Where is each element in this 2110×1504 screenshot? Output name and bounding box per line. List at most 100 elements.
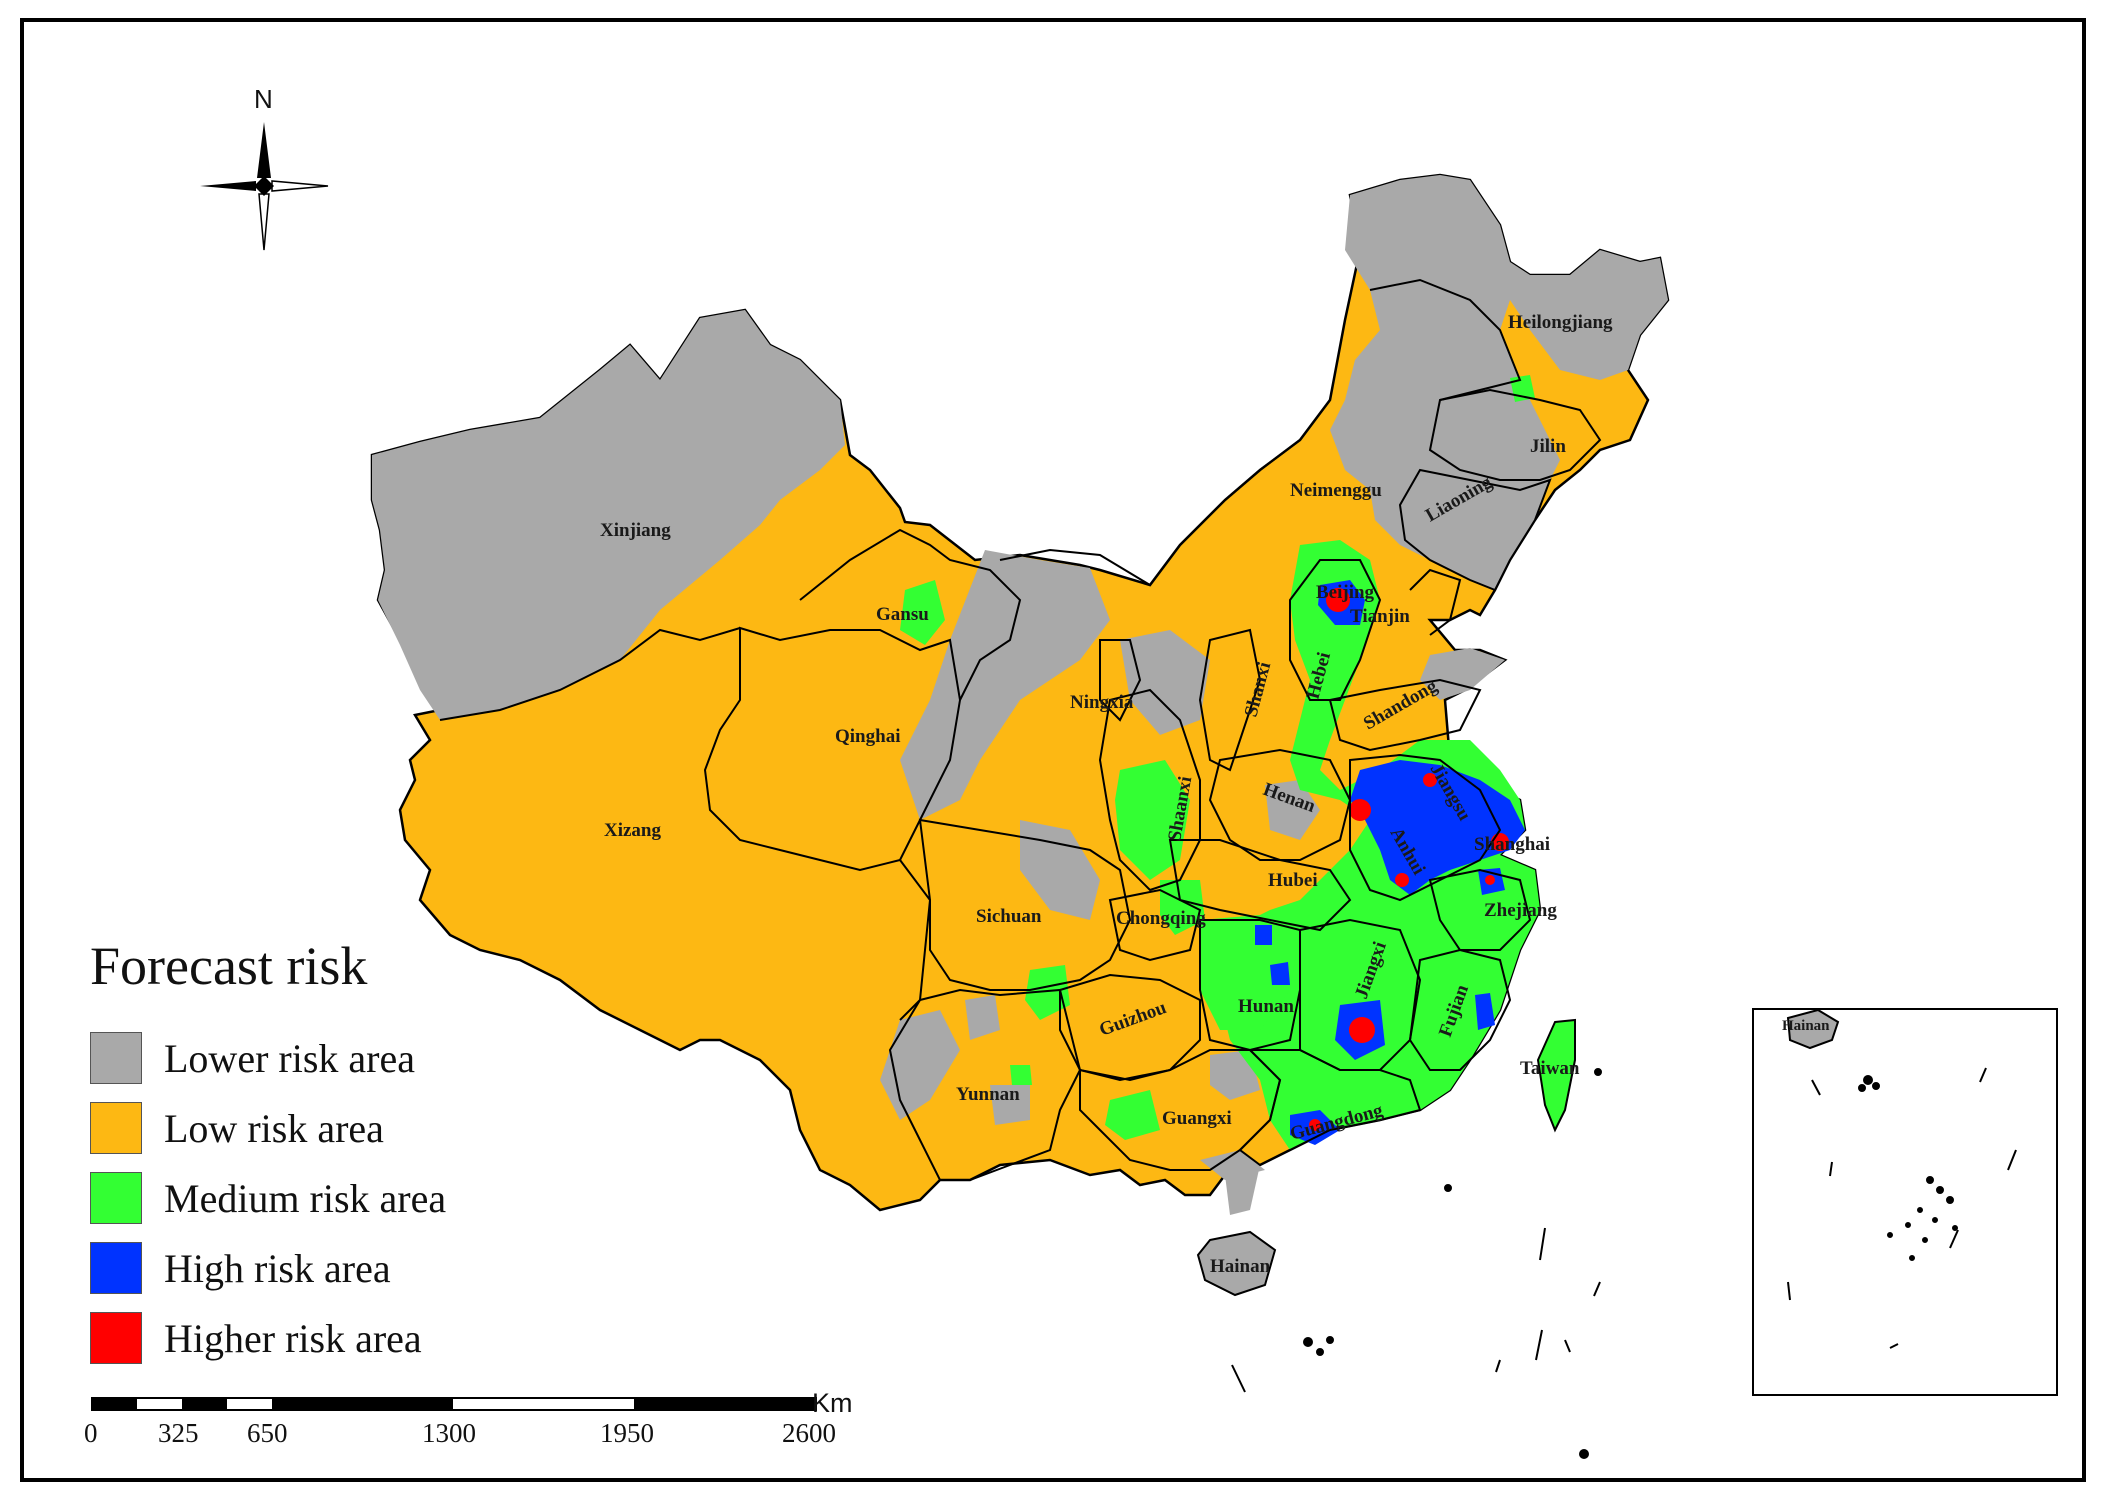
south-china-sea-inset: [1752, 1008, 2058, 1396]
label-shanghai: Shanghai: [1474, 834, 1550, 855]
yunnan-lower-2: [990, 1085, 1030, 1125]
island-line-3: [1535, 1329, 1543, 1361]
henan-lower: [1265, 780, 1320, 840]
scale-tick-2600: 2600: [782, 1418, 836, 1448]
hunan-medium: [1200, 915, 1300, 1030]
inset-dot-2: [1872, 1082, 1880, 1090]
label-hunan: Hunan: [1238, 996, 1294, 1017]
hebei-border: [1289, 559, 1382, 701]
legend-swatch-high: [90, 1242, 142, 1294]
scale-bar: [91, 1397, 817, 1411]
scale-seg-2: [182, 1398, 227, 1410]
legend-label-high: High risk area: [164, 1245, 391, 1291]
south-sea-islands: [1231, 1068, 1602, 1459]
compass-center: [254, 176, 274, 196]
lower-risk-areas: [372, 175, 1668, 1297]
shaanxi-lower: [1120, 630, 1210, 735]
inset-cluster-5: [1905, 1222, 1911, 1228]
label-gansu: Gansu: [876, 604, 929, 625]
scale-tick-0: 0: [84, 1418, 98, 1448]
gansu-medium: [900, 580, 945, 645]
island-dot-6: [1594, 1068, 1602, 1076]
scale-unit: Km: [812, 1388, 853, 1418]
inset-line-4: [1829, 1161, 1833, 1177]
guangxi-medium: [1105, 1090, 1160, 1140]
inset-cluster-4: [1917, 1207, 1923, 1213]
leizhou-lower: [1225, 1165, 1260, 1215]
north-arrow-icon: [200, 122, 329, 251]
sichuan-medium: [1025, 965, 1070, 1020]
hunan-high: [1255, 925, 1272, 945]
north-label: N: [254, 84, 273, 114]
inset-contents: Hainan: [1782, 1008, 2017, 1349]
fujian-border: [1408, 948, 1512, 1071]
anhui-higher: [1395, 873, 1409, 887]
nanjing-higher: [1423, 773, 1437, 787]
scale-seg-3: [272, 1398, 453, 1410]
island-dot-4: [1444, 1184, 1452, 1192]
neimenggu-border: [999, 399, 1331, 587]
label-taiwan: Taiwan: [1520, 1058, 1580, 1079]
compass-west-point: [200, 181, 256, 191]
label-zhejiang: Zhejiang: [1484, 900, 1557, 921]
inset-dot-1: [1863, 1075, 1873, 1085]
island-dot-5: [1579, 1449, 1589, 1459]
label-sichuan: Sichuan: [976, 906, 1042, 927]
label-beijing: Beijing: [1316, 582, 1375, 603]
legend-item-medium: Medium risk area: [90, 1170, 446, 1226]
inset-cluster-1: [1926, 1176, 1934, 1184]
island-line-1: [1231, 1364, 1246, 1393]
label-xizang: Xizang: [604, 820, 662, 841]
island-dot-2: [1316, 1348, 1324, 1356]
legend-label-higher: Higher risk area: [164, 1315, 422, 1361]
gansu-border: [799, 528, 1022, 701]
inset-cluster-10: [1909, 1255, 1915, 1261]
guizhou-border: [1059, 973, 1201, 1082]
label-jilin: Jilin: [1530, 436, 1566, 457]
legend-item-high: High risk area: [90, 1240, 391, 1296]
ningxia-border: [1099, 639, 1142, 722]
hainan-island: [1196, 1230, 1277, 1297]
xinjiang-lower: [372, 310, 845, 720]
hunan-high-2: [1270, 962, 1290, 985]
inset-hainan-label: Hainan: [1782, 1018, 1830, 1034]
xinjiang-xizang-border: [439, 627, 741, 721]
legend-item-lower: Lower risk area: [90, 1030, 415, 1086]
label-guangxi: Guangxi: [1162, 1108, 1232, 1129]
guizhou-lower: [965, 995, 1000, 1040]
henan-border: [1208, 748, 1352, 861]
bohai-coast: [1409, 568, 1462, 636]
legend-item-low: Low risk area: [90, 1100, 384, 1156]
compass-south-point: [258, 193, 270, 251]
shandong-lower: [1420, 648, 1505, 700]
legend-swatch-higher: [90, 1312, 142, 1364]
legend-label-lower: Lower risk area: [164, 1035, 415, 1081]
yunnan-lower: [880, 1010, 960, 1120]
legend-swatch-lower: [90, 1032, 142, 1084]
guangdong-border: [1238, 1049, 1422, 1167]
gansu-lower: [900, 550, 1110, 820]
jilin-liaoning-border: [1428, 388, 1602, 481]
scale-tick-650: 650: [247, 1418, 288, 1448]
taiwan-island: [1536, 1018, 1576, 1133]
inset-dot-3: [1858, 1084, 1866, 1092]
label-xinjiang: Xinjiang: [600, 520, 671, 541]
island-line-4: [1564, 1339, 1571, 1353]
inset-line-1: [1811, 1079, 1821, 1096]
island-line-6: [1495, 1359, 1501, 1373]
inset-line-6: [1949, 1229, 1959, 1249]
island-line-5: [1593, 1281, 1601, 1297]
scale-seg-1: [92, 1398, 137, 1410]
hubei-border: [1168, 839, 1352, 932]
legend-label-low: Low risk area: [164, 1105, 384, 1151]
scale-tick-1300: 1300: [422, 1418, 476, 1448]
yunnan-border: [888, 988, 1082, 1181]
zhejiang-border: [1428, 868, 1532, 951]
northeast-lower: [1330, 175, 1668, 590]
fujian-high: [1475, 993, 1495, 1030]
guangdong-higher: [1309, 1119, 1321, 1131]
legend-swatch-medium: [90, 1172, 142, 1224]
inset-line-5: [1787, 1281, 1791, 1301]
inset-cluster-9: [1887, 1232, 1893, 1238]
